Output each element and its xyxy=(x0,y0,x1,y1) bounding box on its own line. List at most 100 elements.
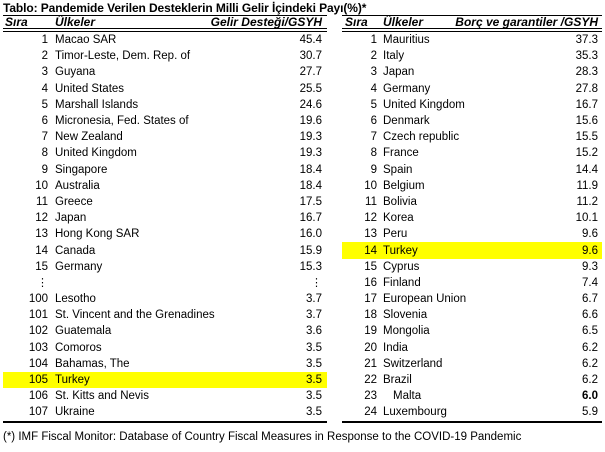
row-value: 15.3 xyxy=(299,260,322,273)
row-value: 11.9 xyxy=(576,179,598,192)
row-rank: 102 xyxy=(28,325,48,338)
page-title: Tablo: Pandemide Verilen Desteklerin Mil… xyxy=(3,1,367,15)
table-row: 3 Guyana 27.7 xyxy=(3,64,327,80)
row-rank: 104 xyxy=(28,357,48,370)
table-row: 6 Denmark 15.6 xyxy=(342,113,602,129)
row-value: 9.6 xyxy=(582,228,598,241)
row-rank: 8 xyxy=(41,147,48,160)
row-rank: 16 xyxy=(364,276,377,289)
row-value: 25.5 xyxy=(299,82,322,95)
table-row-ellipsis: ⋮ ⋮ xyxy=(3,275,327,291)
row-value: 28.3 xyxy=(575,66,598,79)
row-country: Slovenia xyxy=(383,309,428,322)
table-row: 5 United Kingdom 16.7 xyxy=(342,97,602,113)
table-row: 12 Japan 16.7 xyxy=(3,210,327,226)
row-value: 15.5 xyxy=(575,131,598,144)
row-rank: ⋮ xyxy=(37,277,48,290)
row-value: 19.3 xyxy=(299,147,322,160)
table-row: 103 Comoros 3.5 xyxy=(3,340,327,356)
table-row: 9 Spain 14.4 xyxy=(342,162,602,178)
row-country: France xyxy=(383,147,419,160)
row-rank: 105 xyxy=(28,374,48,387)
row-value: 6.2 xyxy=(582,357,598,370)
row-country: Brazil xyxy=(383,374,412,387)
row-country: Guyana xyxy=(55,66,96,79)
row-country: Timor-Leste, Dem. Rep. of xyxy=(55,50,191,63)
table-row: 6 Micronesia, Fed. States of 19.6 xyxy=(3,113,327,129)
row-rank: 21 xyxy=(364,357,377,370)
row-rank: 7 xyxy=(370,131,377,144)
row-country: Spain xyxy=(383,163,413,176)
row-country: Mauritius xyxy=(383,34,430,47)
row-rank: 3 xyxy=(370,66,377,79)
row-value: 15.9 xyxy=(299,244,322,257)
source-footnote: (*) IMF Fiscal Monitor: Database of Coun… xyxy=(3,431,522,443)
row-rank: 100 xyxy=(28,293,48,306)
row-country: Lesotho xyxy=(55,293,96,306)
row-value: 6.0 xyxy=(582,390,598,403)
row-rank: 14 xyxy=(364,244,377,257)
table-row: 9 Singapore 18.4 xyxy=(3,162,327,178)
table-row: 8 France 15.2 xyxy=(342,145,602,161)
row-country: Korea xyxy=(383,212,414,225)
row-country: St. Kitts and Nevis xyxy=(55,390,149,403)
row-value: 15.6 xyxy=(575,115,598,128)
row-value: 11.2 xyxy=(576,195,598,208)
row-value: 9.6 xyxy=(582,244,598,257)
column-header-rank: Sıra xyxy=(345,15,368,29)
table-row: 14 Canada 15.9 xyxy=(3,242,327,258)
row-rank: 6 xyxy=(41,115,48,128)
table-row: 7 New Zealand 19.3 xyxy=(3,129,327,145)
income-support-table: Sıra Ülkeler Gelir Desteği/GSYH 1 Macao S… xyxy=(3,15,327,423)
row-country: Mongolia xyxy=(383,325,430,338)
debt-guarantees-table-body: 1 Mauritius 37.3 2 Italy 35.3 3 Japan 28.3 4 Germa… xyxy=(342,32,602,423)
row-value: 3.6 xyxy=(306,325,322,338)
row-country: Canada xyxy=(55,244,96,257)
row-rank: 19 xyxy=(364,325,377,338)
row-value: 18.4 xyxy=(299,179,322,192)
row-country: Peru xyxy=(383,228,408,241)
row-value: 5.9 xyxy=(582,406,598,419)
row-rank: 10 xyxy=(364,179,377,192)
row-rank: 2 xyxy=(370,50,377,63)
row-value: 17.5 xyxy=(299,195,322,208)
table-row: 10 Belgium 11.9 xyxy=(342,178,602,194)
table-row: 5 Marshall Islands 24.6 xyxy=(3,97,327,113)
row-rank: 107 xyxy=(28,406,48,419)
table-row: 107 Ukraine 3.5 xyxy=(3,404,327,420)
row-country: European Union xyxy=(383,293,467,306)
row-value: 45.4 xyxy=(299,34,322,47)
row-country: Japan xyxy=(55,212,87,225)
row-rank: 9 xyxy=(370,163,377,176)
row-country: Germany xyxy=(383,82,431,95)
row-value: ⋮ xyxy=(311,277,322,290)
row-country: Ukraine xyxy=(55,406,95,419)
row-country: Micronesia, Fed. States of xyxy=(55,115,189,128)
table-row: 8 United Kingdom 19.3 xyxy=(3,145,327,161)
row-value: 6.7 xyxy=(582,293,598,306)
row-value: 3.5 xyxy=(306,357,322,370)
row-rank: 20 xyxy=(364,341,377,354)
row-rank: 1 xyxy=(370,34,377,47)
table-row: 15 Germany 15.3 xyxy=(3,259,327,275)
table-row-highlighted: 14 Turkey 9.6 xyxy=(342,242,602,259)
row-value: 16.7 xyxy=(299,212,322,225)
table-row: 3 Japan 28.3 xyxy=(342,64,602,80)
row-country: Switzerland xyxy=(383,357,443,370)
table-row: 17 European Union 6.7 xyxy=(342,291,602,307)
row-country: Australia xyxy=(55,179,100,192)
table-row: 4 United States 25.5 xyxy=(3,81,327,97)
table-row: 20 India 6.2 xyxy=(342,340,602,356)
table-row-highlighted: 105 Turkey 3.5 xyxy=(3,371,327,389)
row-country: India xyxy=(383,341,408,354)
row-rank: 106 xyxy=(28,390,48,403)
income-support-table-body: 1 Macao SAR 45.4 2 Timor-Leste, Dem. Rep. of… xyxy=(3,32,327,423)
row-value: 10.1 xyxy=(575,212,598,225)
row-rank: 5 xyxy=(41,98,48,111)
column-header-value: Gelir Desteği/GSYH xyxy=(210,15,322,29)
table-row: 100 Lesotho 3.7 xyxy=(3,291,327,307)
table-row: 19 Mongolia 6.5 xyxy=(342,323,602,339)
row-value: 27.8 xyxy=(575,82,598,95)
